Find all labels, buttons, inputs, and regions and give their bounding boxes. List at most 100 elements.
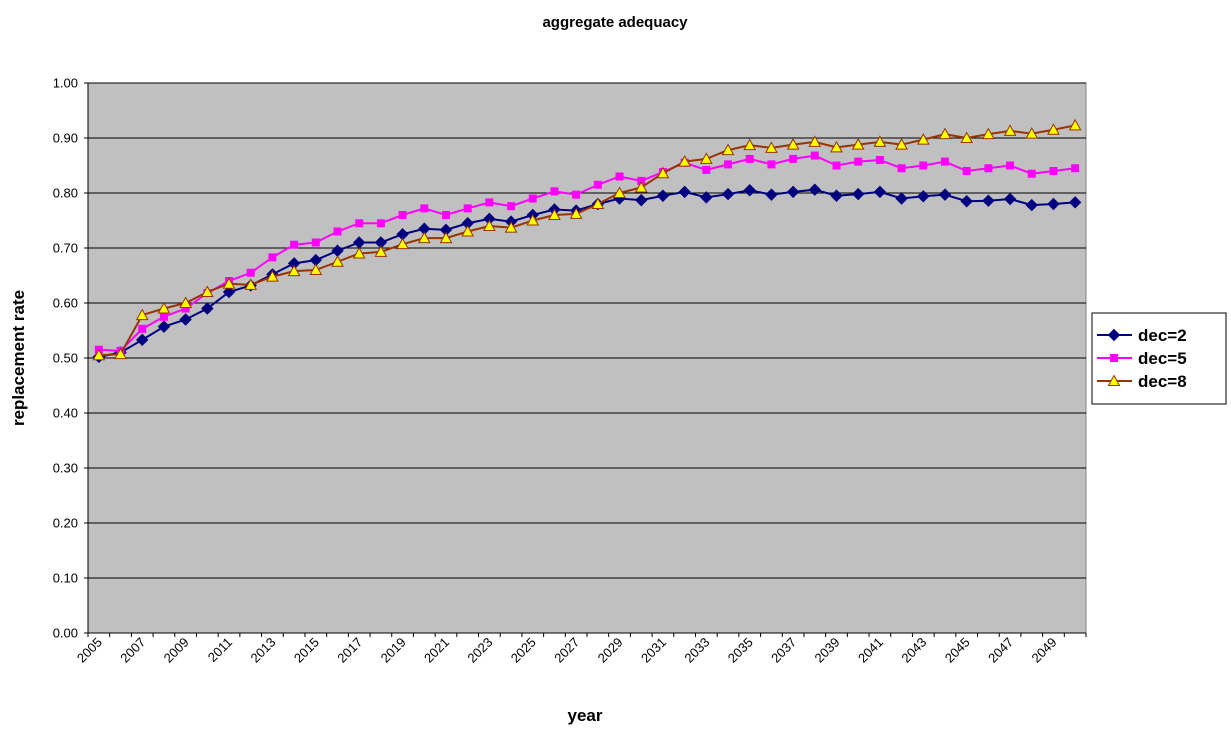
marker <box>1110 354 1118 362</box>
y-tick-label: 0.50 <box>53 351 78 366</box>
marker <box>528 194 537 203</box>
marker <box>960 131 974 143</box>
marker <box>483 219 496 231</box>
marker <box>463 204 472 213</box>
marker <box>873 135 887 147</box>
marker <box>789 154 798 163</box>
marker <box>1006 161 1015 170</box>
x-tick-label: 2023 <box>464 635 495 666</box>
marker <box>656 189 670 202</box>
x-tick-label: 2041 <box>855 635 886 666</box>
marker <box>634 180 648 193</box>
marker <box>398 211 407 219</box>
x-tick-label: 2045 <box>942 635 973 666</box>
marker <box>504 221 518 233</box>
marker <box>485 198 494 207</box>
x-tick-label: 2049 <box>1029 635 1060 666</box>
marker <box>897 164 906 173</box>
marker <box>1049 167 1058 175</box>
marker <box>743 184 756 197</box>
marker <box>376 219 385 228</box>
marker <box>591 197 605 209</box>
marker <box>1025 198 1038 212</box>
marker <box>420 204 429 213</box>
marker <box>1047 197 1060 211</box>
x-tick-label: 2017 <box>334 635 365 666</box>
marker <box>960 195 973 208</box>
marker <box>507 202 516 211</box>
x-tick-label: 2005 <box>74 635 105 666</box>
marker <box>309 263 323 275</box>
marker <box>439 231 453 244</box>
marker <box>1003 124 1017 136</box>
marker <box>875 156 884 164</box>
marker <box>266 270 279 282</box>
marker <box>461 224 475 237</box>
series-line <box>98 154 1076 352</box>
y-tick-label: 0.60 <box>53 296 78 311</box>
marker <box>938 127 952 140</box>
marker <box>92 348 106 361</box>
marker <box>721 143 735 156</box>
marker <box>135 308 149 321</box>
marker <box>222 277 236 289</box>
y-tick-label: 0.40 <box>53 406 78 421</box>
marker <box>1068 118 1082 131</box>
marker <box>1071 164 1080 173</box>
marker <box>984 164 993 173</box>
x-tick-label: 2021 <box>421 635 452 666</box>
y-tick-label: 0.00 <box>53 626 78 641</box>
y-tick-label: 0.20 <box>53 516 78 531</box>
marker <box>287 264 301 277</box>
marker <box>917 190 930 203</box>
marker <box>786 185 800 199</box>
marker <box>854 157 863 166</box>
marker <box>724 160 733 169</box>
marker <box>743 138 757 151</box>
marker <box>114 347 127 360</box>
y-tick-label: 0.90 <box>53 131 78 146</box>
x-tick-label: 2013 <box>247 635 278 666</box>
x-tick-label: 2011 <box>205 635 235 665</box>
x-tick-label: 2009 <box>161 635 192 666</box>
x-axis-label: year <box>568 706 603 725</box>
y-axis-label: replacement rate <box>9 290 28 426</box>
chart-title: aggregate adequacy <box>542 14 688 31</box>
marker <box>702 165 711 174</box>
y-tick-label: 0.30 <box>53 461 78 476</box>
y-tick-label: 0.80 <box>53 186 78 201</box>
marker <box>157 301 171 314</box>
y-tick-label: 0.70 <box>53 241 78 256</box>
marker <box>678 185 691 199</box>
marker <box>201 302 214 315</box>
marker <box>786 138 800 150</box>
marker <box>1107 328 1121 342</box>
x-tick-label: 2019 <box>378 635 409 666</box>
x-tick-label: 2043 <box>898 635 929 666</box>
marker <box>938 188 952 201</box>
marker <box>962 167 971 175</box>
marker <box>851 138 865 150</box>
marker <box>290 240 299 249</box>
marker <box>1047 123 1060 135</box>
x-tick-label: 2007 <box>117 635 148 666</box>
marker <box>569 207 583 219</box>
marker <box>526 213 540 226</box>
marker <box>615 172 624 181</box>
x-tick-label: 2025 <box>508 635 539 666</box>
x-tick-label: 2047 <box>985 635 1016 666</box>
marker <box>1025 127 1039 139</box>
marker <box>916 133 930 145</box>
marker <box>765 141 778 153</box>
marker <box>830 189 843 202</box>
marker <box>919 161 928 170</box>
marker <box>352 246 366 259</box>
legend-label: dec=2 <box>1138 326 1187 345</box>
marker <box>767 160 776 169</box>
marker <box>441 211 450 219</box>
marker <box>333 227 342 236</box>
marker <box>982 194 995 207</box>
x-tick-label: 2033 <box>681 635 712 666</box>
marker <box>656 166 670 179</box>
